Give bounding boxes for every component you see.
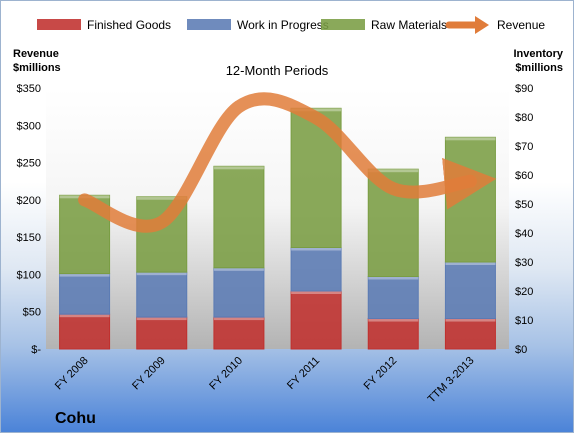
left-tick-label: $300: [17, 120, 41, 132]
x-axis-ticks: FY 2008 FY 2009 FY 2010 FY 2011 FY 2012 TTM 3…: [53, 355, 477, 406]
x-tick-label: FY 2009: [130, 355, 168, 393]
left-axis-title-line2: $millions: [13, 62, 61, 74]
left-axis-ticks: $- $50 $100 $150 $200 $250 $300 $350: [17, 83, 42, 356]
right-tick-label: $10: [515, 315, 533, 327]
revenue-line-layer: [78, 92, 497, 233]
bar-raw-materials-cap: [136, 196, 187, 200]
bar-raw-materials-cap: [213, 166, 264, 170]
right-tick-label: $60: [515, 170, 533, 182]
legend-label-raw-materials: Raw Materials: [371, 18, 447, 32]
bar-finished-goods: [136, 316, 188, 350]
legend-label-work-in-progress: Work in Progress: [237, 18, 329, 32]
bar-raw-materials: [444, 136, 496, 263]
legend-label-revenue: Revenue: [497, 18, 545, 32]
left-tick-label: $150: [17, 232, 41, 244]
legend-swatch-work-in-progress: [187, 19, 231, 30]
x-tick-label: TTM 3-2013: [426, 355, 477, 406]
bar-raw-materials-cap: [445, 137, 496, 141]
bar-work-in-progress-cap: [59, 273, 110, 277]
chart-title: 12-Month Periods: [226, 63, 329, 78]
left-tick-label: $100: [17, 269, 41, 281]
x-tick-label: FY 2011: [285, 355, 322, 392]
right-axis-ticks: $0 $10 $20 $30 $40 $50 $60 $70 $80 $90: [515, 83, 533, 356]
bar-finished-goods-cap: [291, 291, 342, 294]
bar-work-in-progress: [290, 247, 342, 292]
left-tick-label: $350: [17, 83, 41, 95]
bar-finished-goods-cap: [368, 318, 419, 322]
bar-work-in-progress: [59, 273, 111, 315]
right-tick-label: $0: [515, 344, 527, 356]
revenue-line: [78, 92, 497, 233]
legend-arrow-revenue: [475, 16, 489, 34]
right-tick-label: $90: [515, 83, 533, 95]
left-tick-label: $250: [17, 158, 41, 170]
right-tick-label: $30: [515, 257, 533, 269]
right-tick-label: $70: [515, 141, 533, 153]
bar-raw-materials-cap: [368, 169, 419, 173]
bar-finished-goods: [213, 316, 265, 350]
left-tick-label: $200: [17, 195, 41, 207]
bar-finished-goods: [290, 290, 342, 350]
left-axis-title-line1: Revenue: [13, 48, 59, 60]
company-name: Cohu: [55, 410, 96, 427]
right-axis-title-line1: Inventory: [513, 48, 563, 60]
bar-finished-goods-cap: [445, 318, 496, 322]
bar-work-in-progress: [367, 276, 419, 320]
bar-work-in-progress: [444, 261, 496, 320]
right-tick-label: $50: [515, 199, 533, 211]
bar-finished-goods-cap: [59, 314, 110, 318]
left-tick-label: $-: [31, 344, 41, 356]
bar-raw-materials-cap: [291, 108, 342, 112]
bar-finished-goods: [367, 318, 419, 350]
bar-finished-goods-cap: [136, 317, 187, 321]
legend-swatch-finished-goods: [37, 19, 81, 30]
bar-work-in-progress-cap: [213, 267, 264, 271]
x-tick-label: FY 2008: [53, 355, 91, 393]
bar-finished-goods-cap: [213, 317, 264, 321]
left-tick-label: $50: [23, 307, 41, 319]
x-tick-label: FY 2012: [362, 355, 400, 393]
bar-raw-materials: [213, 165, 265, 269]
bar-work-in-progress-cap: [368, 276, 419, 280]
right-tick-label: $80: [515, 112, 533, 124]
bar-finished-goods: [444, 318, 496, 350]
legend: Finished Goods Work in Progress Raw Materi…: [37, 16, 545, 34]
bar-work-in-progress-cap: [136, 272, 187, 276]
right-tick-label: $20: [515, 286, 533, 298]
bar-work-in-progress-cap: [445, 262, 496, 265]
bar-work-in-progress: [213, 267, 265, 318]
x-tick-label: FY 2010: [207, 355, 245, 393]
bar-work-in-progress: [136, 271, 188, 318]
bar-work-in-progress-cap: [291, 247, 342, 251]
legend-label-finished-goods: Finished Goods: [87, 18, 171, 32]
legend-swatch-raw-materials: [321, 19, 365, 30]
bar-finished-goods: [59, 313, 111, 350]
right-tick-label: $40: [515, 228, 533, 240]
right-axis-title-line2: $millions: [515, 62, 563, 74]
